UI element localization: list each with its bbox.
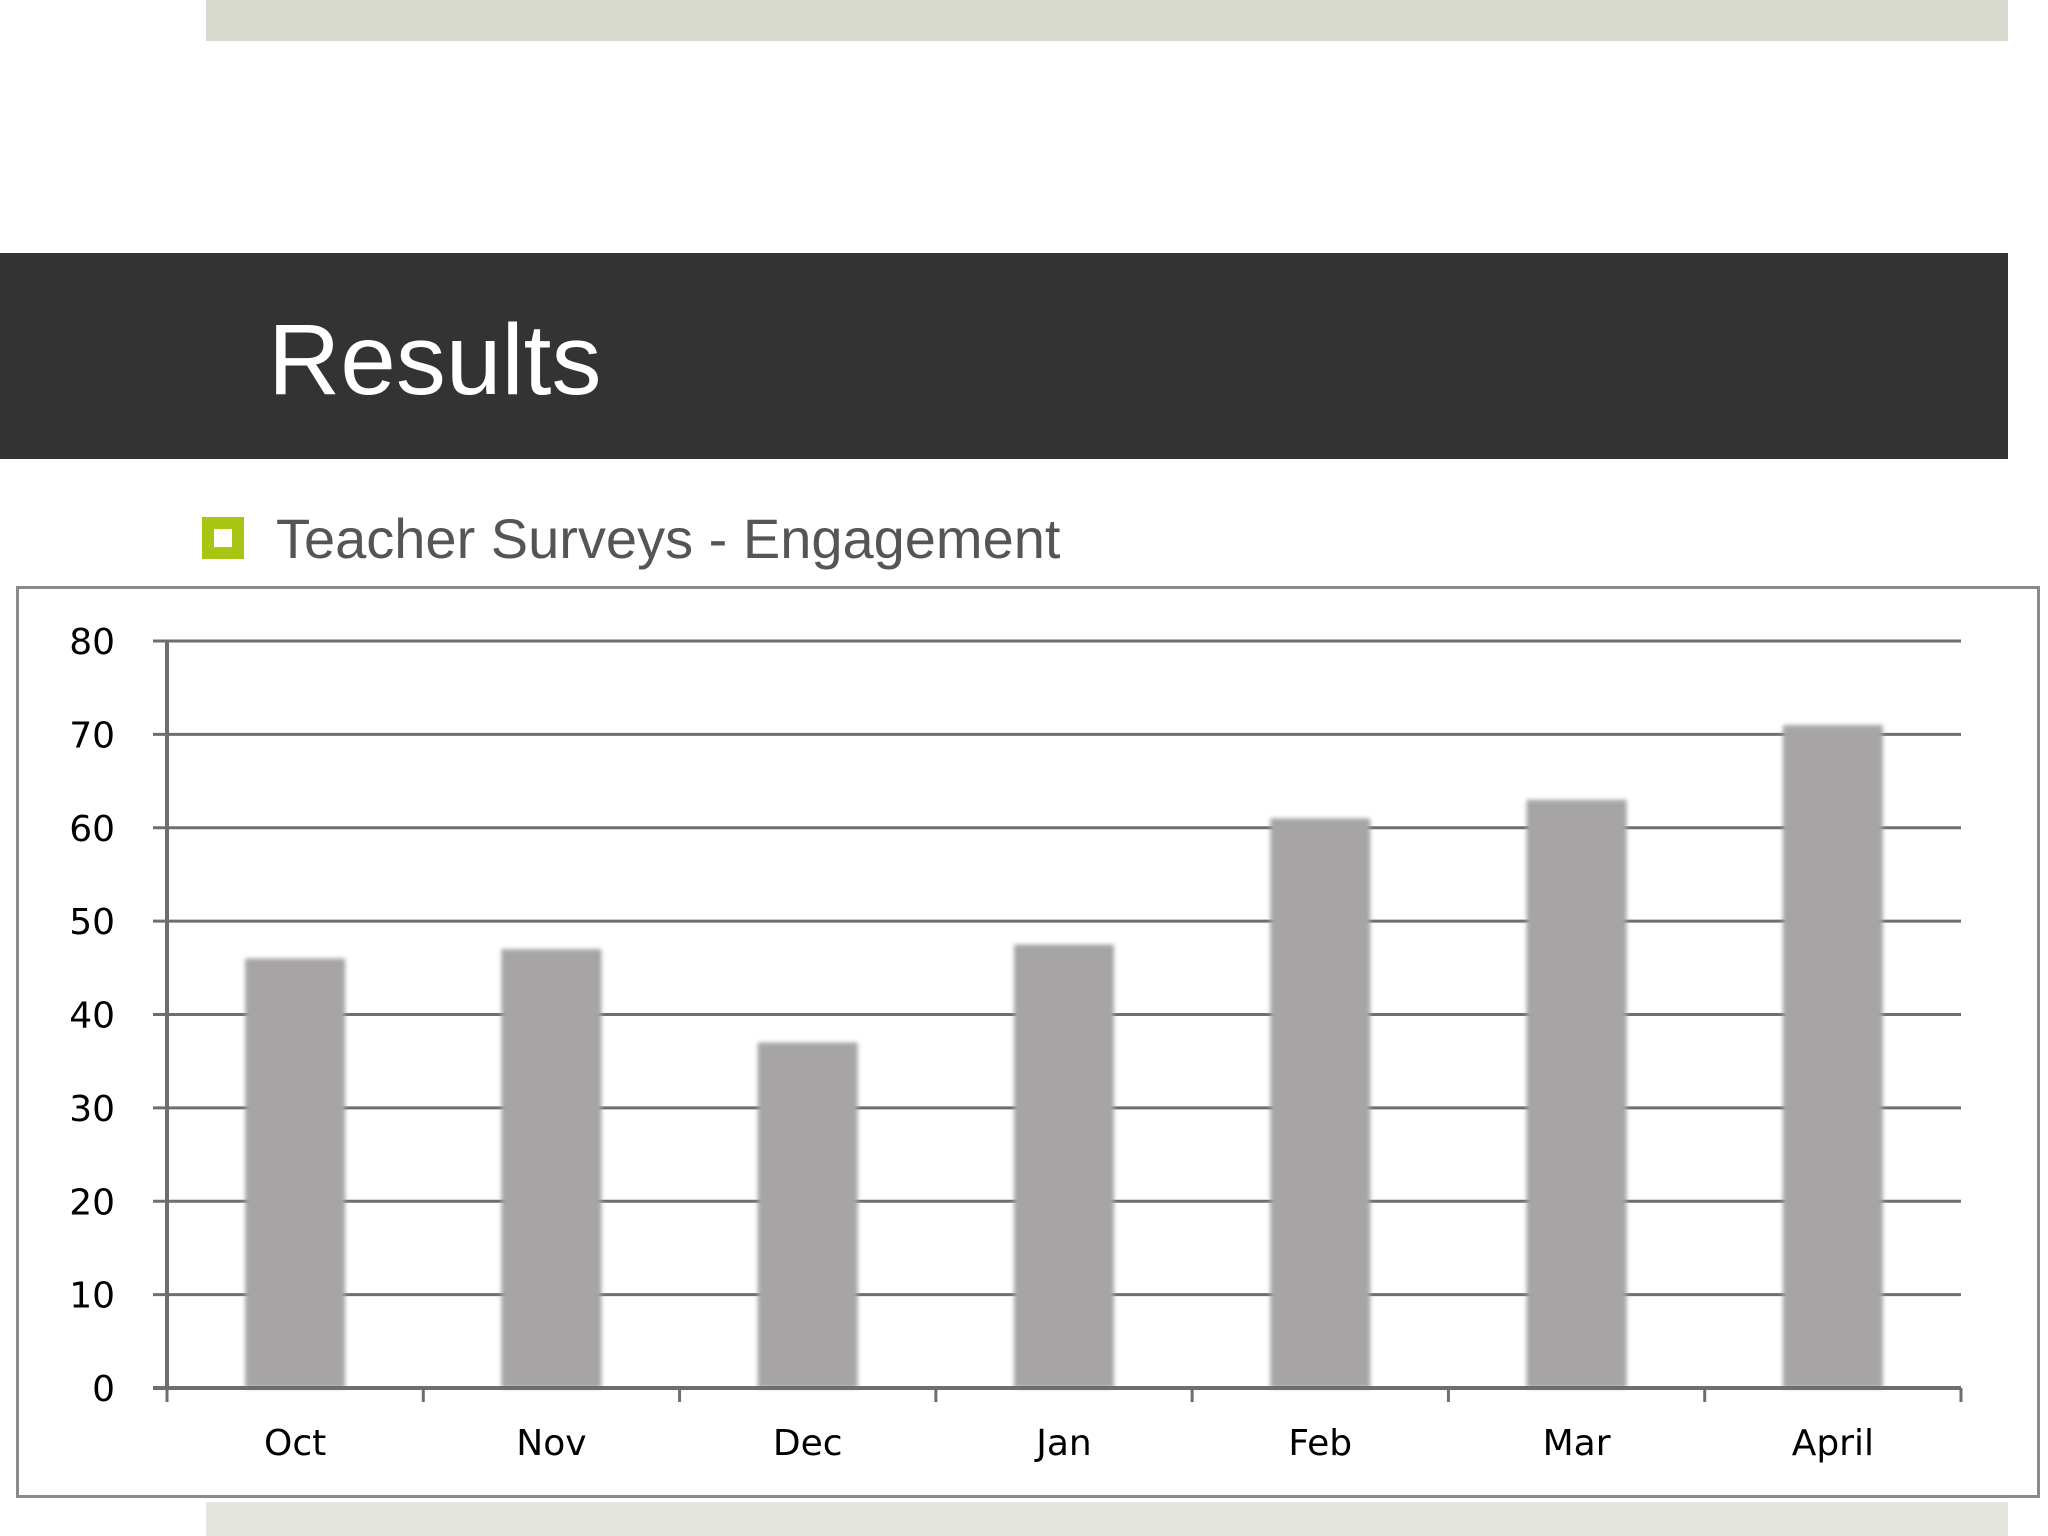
bar-nov [501, 949, 602, 1388]
bars [245, 725, 1883, 1388]
chart-frame: 0 10 20 30 40 50 60 70 80 Oct Nov Dec Jan Feb Mar Apri… [16, 586, 2040, 1498]
bar-chart: 0 10 20 30 40 50 60 70 80 Oct Nov Dec Jan Feb Mar Apri… [69, 622, 1963, 1464]
bullet-text: Teacher Surveys - Engagement [276, 506, 1061, 570]
square-bullet-icon [202, 517, 244, 559]
bar-jan [1014, 944, 1114, 1388]
y-tick-label: 50 [69, 902, 115, 943]
bottom-decorative-band [206, 1502, 2008, 1536]
x-tick-label: April [1792, 1423, 1874, 1464]
bar-feb [1270, 818, 1371, 1388]
top-decorative-band [206, 0, 2008, 41]
bar-dec [757, 1042, 858, 1388]
x-tick-label: Oct [264, 1423, 326, 1464]
x-tick-label: Feb [1288, 1423, 1352, 1464]
bar-april [1782, 725, 1883, 1388]
y-tick-label: 70 [69, 715, 115, 756]
bar-mar [1526, 799, 1627, 1388]
x-tick-label: Dec [773, 1423, 843, 1464]
y-tick-label: 80 [69, 622, 115, 663]
y-tick-label: 0 [92, 1369, 115, 1410]
x-tick-label: Nov [516, 1423, 586, 1464]
y-tick-label: 40 [69, 996, 115, 1037]
y-tick-label: 60 [69, 809, 115, 850]
title-bar [0, 253, 2008, 459]
bullet-item: Teacher Surveys - Engagement [202, 505, 1060, 571]
x-tick-labels: Oct Nov Dec Jan Feb Mar April [264, 1423, 1874, 1464]
bar-oct [245, 958, 346, 1388]
y-tick-labels: 0 10 20 30 40 50 60 70 80 [69, 622, 115, 1410]
y-tick-label: 30 [69, 1089, 115, 1130]
slide-title: Results [268, 304, 602, 416]
x-tick-label: Jan [1034, 1423, 1092, 1464]
y-tick-label: 10 [69, 1276, 115, 1317]
y-tick-label: 20 [69, 1182, 115, 1223]
x-tick-label: Mar [1543, 1423, 1611, 1464]
axes [153, 639, 1963, 1402]
